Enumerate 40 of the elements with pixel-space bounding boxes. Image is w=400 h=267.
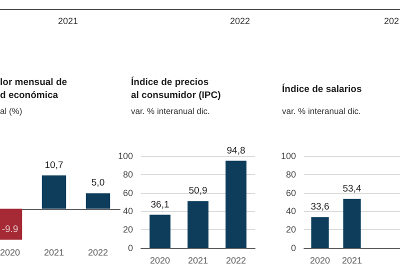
- text: 202: [384, 16, 400, 26]
- chart-subtitle: var. % interanual dic.: [131, 106, 210, 116]
- y-tick-label: 20: [286, 224, 296, 235]
- data-label: 50,9: [188, 186, 208, 197]
- x-tick-label: 2022: [226, 256, 246, 266]
- y-tick-label: 60: [123, 188, 134, 198]
- chart-title: Índice de precios al consumidor (IPC): [131, 76, 221, 102]
- y-tick-label: 60: [286, 188, 296, 198]
- data-label: 94,8: [226, 145, 246, 156]
- data-label: 53,4: [342, 183, 362, 194]
- x-tick-label: 2022: [88, 248, 108, 258]
- bar: [226, 160, 246, 248]
- y-tick-label: 0: [291, 243, 296, 253]
- y-tick-label: 80: [123, 169, 134, 180]
- y-tick-label: 0: [128, 243, 134, 253]
- data-label: -9.9: [2, 224, 18, 236]
- chart-subtitle: al (%): [0, 106, 22, 116]
- bar: [150, 214, 170, 248]
- y-tick-label: 40: [123, 206, 134, 216]
- y-tick-label: 40: [286, 206, 296, 216]
- x-tick-label: 2020: [310, 256, 330, 266]
- text: 2022: [230, 16, 250, 26]
- x-tick-label: 2021: [188, 256, 208, 266]
- x-tick-label: 2020: [0, 248, 20, 258]
- chart-title: lor mensual de d económica: [0, 76, 68, 102]
- x-tick-label: 2020: [150, 256, 170, 266]
- y-tick-label: 20: [123, 224, 134, 235]
- y-tick-label: 80: [286, 169, 296, 180]
- x-tick-label: 2021: [342, 256, 362, 266]
- data-label: 33,6: [310, 202, 330, 213]
- x-tick-label: 2021: [44, 248, 64, 258]
- text: 2021: [58, 16, 78, 26]
- data-label: 36,1: [150, 199, 170, 210]
- y-tick-label: 100: [280, 151, 296, 161]
- y-tick-label: 100: [118, 151, 134, 161]
- chart-title: Índice de salarios: [282, 83, 362, 96]
- data-label: 5,0: [91, 178, 105, 189]
- chart-subtitle: var. % interanual dic.: [282, 106, 361, 116]
- bar: [188, 201, 208, 248]
- data-label: 10,7: [44, 160, 64, 171]
